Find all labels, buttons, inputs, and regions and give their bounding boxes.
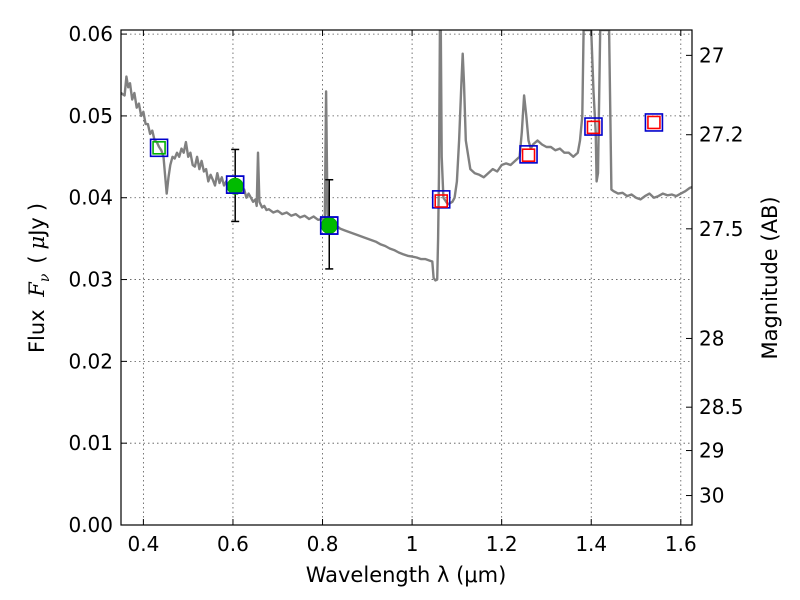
x-tick-label: 0.4 xyxy=(127,532,159,556)
square-marker xyxy=(644,113,664,132)
x-tick-label: 1.2 xyxy=(486,532,518,556)
y2-tick-label: 27.5 xyxy=(699,217,744,241)
y-tick-label: 0.01 xyxy=(68,431,113,455)
marker-layer xyxy=(149,113,664,270)
y2-axis-label: Magnitude (AB) xyxy=(758,196,782,359)
y-label-subscript: ν xyxy=(37,273,53,282)
y2-tick-label: 29 xyxy=(699,439,724,463)
square-marker-overlay xyxy=(225,175,245,194)
y-label-mu: μ xyxy=(25,236,49,250)
square-marker xyxy=(586,120,601,135)
grid-lines xyxy=(121,30,692,526)
y-axis-label: Flux Fν ( μJy) xyxy=(25,203,53,353)
y-label-unit: Jy xyxy=(25,217,49,238)
square-marker xyxy=(149,138,169,158)
x-tick-label: 0.8 xyxy=(307,532,339,556)
y2-tick-label: 28 xyxy=(699,326,724,350)
axis-ticks: 0.4 0.6 0.8 1 1.2 1.4 1.6 0.00 0.01 0.02 0.03 0.04 0… xyxy=(68,22,743,556)
y-label-close-paren: ) xyxy=(25,203,49,211)
square-marker xyxy=(431,190,451,209)
spectrum-line xyxy=(121,30,692,282)
x-tick-label: 1.6 xyxy=(665,532,697,556)
x-tick-label: 1 xyxy=(406,532,419,556)
square-marker xyxy=(434,194,449,208)
y-label-prefix: Flux xyxy=(25,303,49,353)
y-tick-label: 0.03 xyxy=(68,268,113,292)
plot-frame xyxy=(120,29,693,526)
y-label-symbol: F xyxy=(25,281,49,298)
y-tick-label: 0.05 xyxy=(68,104,113,128)
spectrum-layer xyxy=(121,30,692,282)
y2-tick-label: 28.5 xyxy=(699,395,744,419)
y-tick-label: 0.02 xyxy=(68,349,113,373)
data-point xyxy=(320,217,338,235)
y-tick-label: 0.06 xyxy=(68,22,113,46)
square-marker xyxy=(647,115,661,130)
square-marker xyxy=(519,145,538,164)
y-label-open-paren: ( xyxy=(25,255,49,263)
y2-tick-label: 27 xyxy=(699,43,724,67)
x-tick-label: 1.4 xyxy=(575,532,607,556)
data-point xyxy=(226,177,244,195)
y2-tick-label: 30 xyxy=(699,484,724,508)
square-marker xyxy=(521,148,536,162)
x-axis-label: Wavelength λ (μm) xyxy=(306,563,507,587)
square-marker xyxy=(152,141,166,155)
y-tick-label: 0.04 xyxy=(68,186,113,210)
square-marker xyxy=(584,117,603,136)
y2-tick-label: 27.2 xyxy=(699,123,744,147)
x-tick-label: 0.6 xyxy=(217,532,249,556)
y-tick-label: 0.00 xyxy=(68,513,113,537)
square-marker-overlay xyxy=(319,216,339,235)
